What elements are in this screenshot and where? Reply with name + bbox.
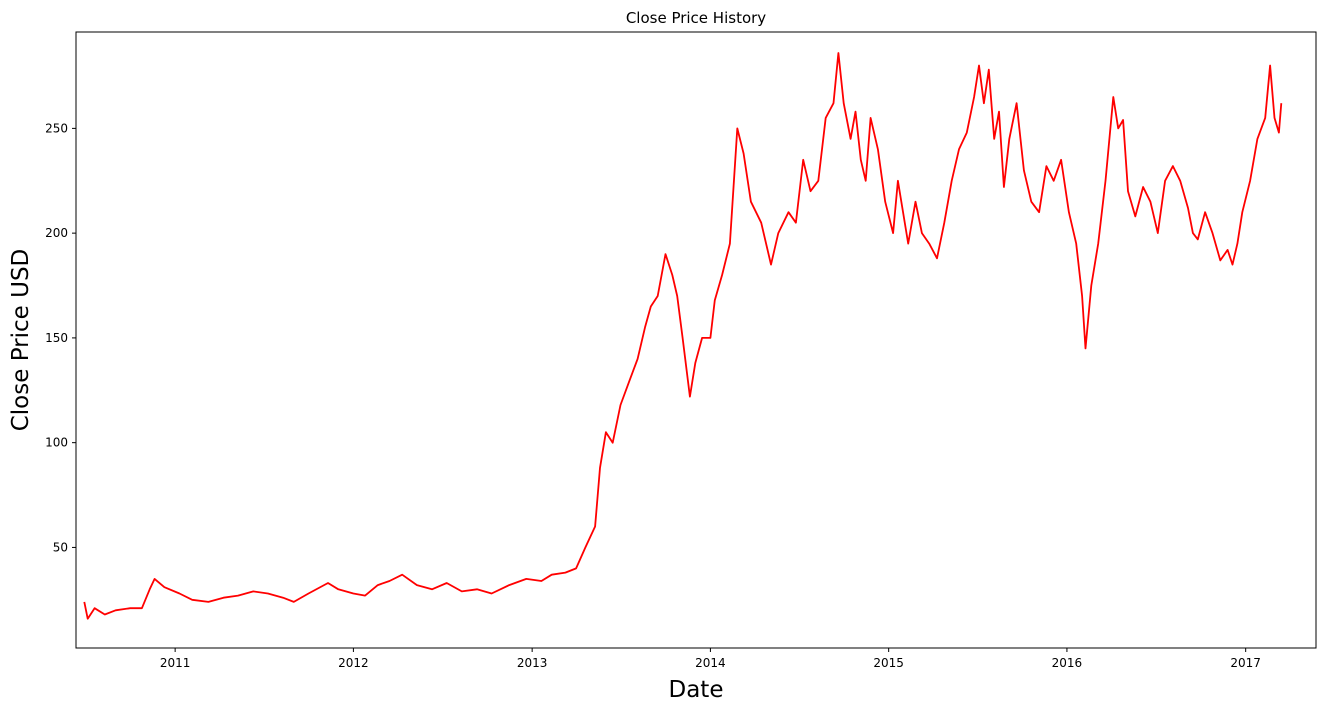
x-tick-label: 2015: [873, 656, 904, 670]
x-tick-label: 2011: [160, 656, 191, 670]
y-axis-label: Close Price USD: [8, 249, 34, 432]
y-tick-label: 250: [45, 121, 68, 135]
y-tick-label: 100: [45, 436, 68, 450]
close-price-line: [83, 52, 1283, 620]
y-tick-label: 200: [45, 226, 68, 240]
x-tick-label: 2017: [1230, 656, 1261, 670]
x-axis-label: Date: [669, 677, 724, 703]
x-tick-label: 2012: [338, 656, 369, 670]
x-tick-label: 2013: [517, 656, 548, 670]
y-tick-label: 50: [53, 540, 68, 554]
y-tick-label: 150: [45, 331, 68, 345]
x-tick-label: 2014: [695, 656, 726, 670]
y-axis: 50 100 150 200 250: [45, 121, 76, 554]
x-tick-label: 2016: [1052, 656, 1083, 670]
plot-frame: [75, 31, 1317, 649]
chart-title: Close Price History: [626, 9, 766, 27]
x-axis: 2011 2012 2013 2014 2015 2016 2017: [160, 648, 1261, 670]
